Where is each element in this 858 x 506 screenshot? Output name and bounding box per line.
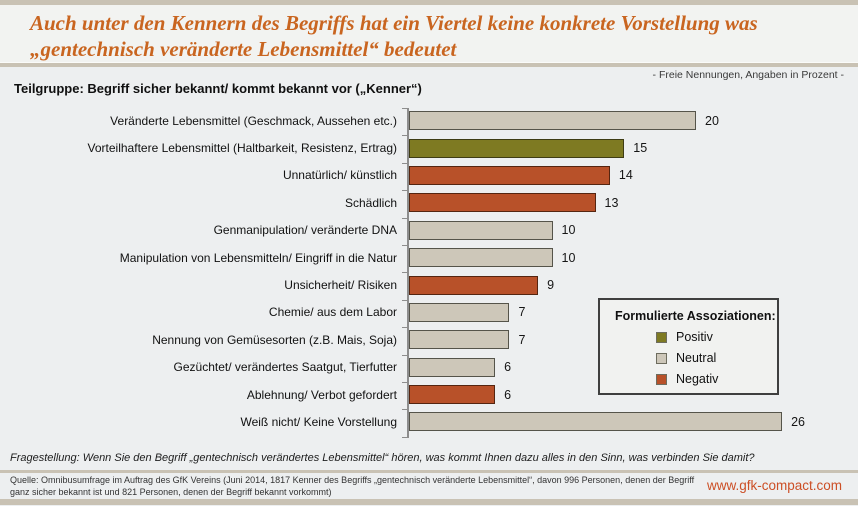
category-label: Unsicherheit/ Risiken [284,278,397,293]
footer-divider [0,470,858,473]
y-axis-line [407,108,409,438]
bar-value: 9 [547,278,555,293]
bar-neutral [409,302,510,322]
chart-row: Genmanipulation/ veränderte DNA 10 [0,217,858,244]
category-label: Nennung von Gemüsesorten (z.B. Mais, Soj… [152,332,397,347]
category-label: Schädlich [344,195,397,210]
title-divider [0,62,858,67]
legend-items: Positiv Neutral Negativ [615,330,777,386]
axis-tick [402,217,408,219]
axis-tick [402,245,408,246]
legend-label: Positiv [676,330,713,344]
bar-value: 7 [518,305,526,320]
axis-tick [402,162,408,164]
note-percent: - Freie Nennungen, Angaben in Prozent - [652,69,844,81]
category-label: Manipulation von Lebensmitteln/ Eingriff… [119,250,397,265]
chart-row: Unsicherheit/ Risiken 9 [0,271,858,298]
chart-row: Schädlich 13 [0,189,858,216]
bar-neutral [409,330,510,350]
bar-neutral [409,220,553,240]
axis-tick [402,382,408,383]
axis-tick [402,299,408,301]
axis-tick [402,327,408,329]
category-label: Veränderte Lebensmittel (Geschmack, Auss… [110,113,397,128]
chart-row: Chemie/ aus dem Labor 7 [0,299,858,326]
chart-row: Ablehnung/ Verbot gefordert 6 [0,381,858,408]
category-label: Weiß nicht/ Keine Vorstellung [240,414,397,429]
legend-box: Formulierte Assoziationen: Positiv Neutra… [598,298,779,395]
page-title: Auch unter den Kennern des Begriffs hat … [30,10,858,62]
page-title-line2: „gentechnisch veränderte Lebensmittel“ b… [30,37,457,61]
source-text: Quelle: Omnibusumfrage im Auftrag des Gf… [10,475,695,497]
bar-chart: Veränderte Lebensmittel (Geschmack, Auss… [0,107,858,438]
page-title-line1: Auch unter den Kennern des Begriffs hat … [30,11,758,35]
category-label: Unnatürlich/ künstlich [282,168,397,183]
legend-label: Neutral [676,351,717,365]
chart-row: Gezüchtet/ verändertes Saatgut, Tierfutt… [0,354,858,381]
bar-negativ [409,165,610,185]
category-label: Ablehnung/ Verbot gefordert [246,387,397,402]
chart-row: Vorteilhaftere Lebensmittel (Haltbarkeit… [0,134,858,161]
bar-value: 10 [561,250,576,265]
bar-value: 13 [604,195,619,210]
top-band [0,0,858,5]
chart-row: Veränderte Lebensmittel (Geschmack, Auss… [0,107,858,134]
legend-label: Negativ [676,372,719,386]
axis-tick [402,190,408,192]
chart-row: Nennung von Gemüsesorten (z.B. Mais, Soj… [0,326,858,353]
category-label: Vorteilhaftere Lebensmittel (Haltbarkeit… [87,141,397,156]
axis-tick [402,409,408,411]
bar-neutral [409,412,783,432]
legend-swatch-positiv-icon [656,331,667,343]
chart-row: Manipulation von Lebensmitteln/ Eingriff… [0,244,858,271]
bar-value: 6 [504,360,512,375]
website-link[interactable]: www.gfk-compact.com [706,478,842,493]
category-label: Genmanipulation/ veränderte DNA [213,223,397,238]
legend-item-negativ: Negativ [656,372,777,386]
bar-value: 20 [705,113,719,128]
bar-negativ [409,193,596,213]
legend-item-neutral: Neutral [656,351,777,365]
bottom-band [0,499,858,505]
legend-swatch-negativ-icon [656,373,667,385]
axis-tick [402,108,408,109]
title-area: Auch unter den Kennern des Begriffs hat … [0,5,858,62]
category-label: Gezüchtet/ verändertes Saatgut, Tierfutt… [173,360,397,375]
bar-value: 15 [633,141,648,156]
axis-tick [402,436,408,438]
bar-positiv [409,138,625,158]
legend-item-positiv: Positiv [656,330,777,344]
bar-value: 14 [618,168,633,183]
bar-value: 10 [561,223,576,238]
chart-rows: Veränderte Lebensmittel (Geschmack, Auss… [0,107,858,436]
bar-value: 26 [791,414,805,429]
axis-tick [402,354,408,356]
category-label: Chemie/ aus dem Labor [268,305,397,320]
subgroup-label: Teilgruppe: Begriff sicher bekannt/ komm… [14,81,422,96]
legend-title: Formulierte Assoziationen: [615,309,776,323]
bar-value: 6 [504,387,512,402]
question-text: Fragestellung: Wenn Sie den Begriff „gen… [10,452,755,464]
bar-neutral [409,248,553,268]
bar-negativ [409,275,539,295]
bar-neutral [409,357,496,377]
chart-row: Weiß nicht/ Keine Vorstellung 26 [0,408,858,435]
legend-swatch-neutral-icon [656,352,667,364]
bar-neutral [409,111,696,131]
axis-tick [402,135,408,137]
axis-tick [402,272,408,274]
bar-negativ [409,385,496,405]
chart-row: Unnatürlich/ künstlich 14 [0,162,858,189]
bar-value: 7 [518,332,526,347]
